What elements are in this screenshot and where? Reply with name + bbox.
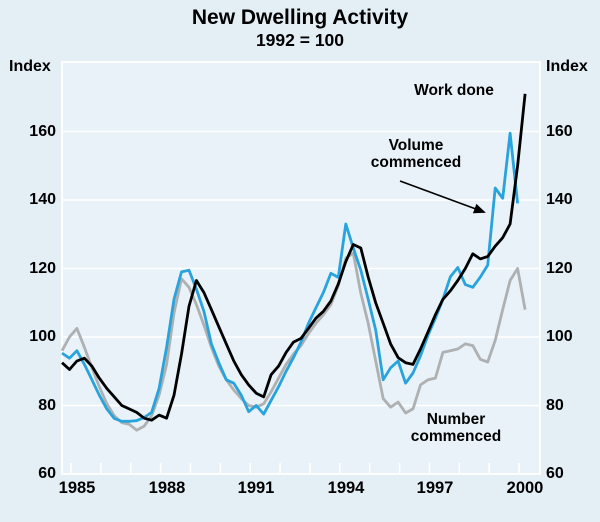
series-line-number-commenced	[60, 251, 527, 432]
y-axis-label-right-140: 140	[546, 191, 573, 208]
y-axis-label-left-140: 140	[29, 191, 56, 208]
y-axis-label-left-120: 120	[29, 260, 56, 277]
y-axis-label-right-120: 120	[546, 260, 573, 277]
annotation-work-done: Work done	[414, 82, 494, 99]
annotation-number-commenced: Number commenced	[410, 411, 502, 446]
y-axis-label-right-160: 160	[546, 123, 573, 140]
plot-border	[61, 61, 541, 475]
y-axis-label-right-60: 60	[546, 465, 564, 482]
y-axis-label-right-80: 80	[546, 397, 564, 414]
volume-commenced-arrow	[399, 180, 486, 214]
chart-subtitle: 1992 = 100	[255, 30, 345, 50]
x-axis-label-1991: 1991	[237, 479, 275, 497]
x-axis-label-1994: 1994	[327, 479, 365, 497]
y-axis-title-left: Index	[9, 58, 51, 75]
x-axis-label-1988: 1988	[148, 479, 186, 497]
x-axis-label-1997: 1997	[416, 479, 454, 497]
y-axis-label-left-80: 80	[38, 397, 56, 414]
x-axis-label-1985: 1985	[58, 479, 96, 497]
y-axis-label-left-160: 160	[29, 123, 56, 140]
y-axis-label-left-60: 60	[38, 465, 56, 482]
y-axis-title-right: Index	[546, 58, 588, 75]
y-axis-label-right-100: 100	[546, 328, 573, 345]
series-line-work-done	[61, 93, 527, 422]
chart-title: New Dwelling Activity	[191, 6, 409, 29]
y-axis-label-left-100: 100	[29, 328, 56, 345]
x-axis-label-2000: 2000	[506, 479, 544, 497]
annotation-volume-commenced: Volume commenced	[370, 137, 462, 172]
